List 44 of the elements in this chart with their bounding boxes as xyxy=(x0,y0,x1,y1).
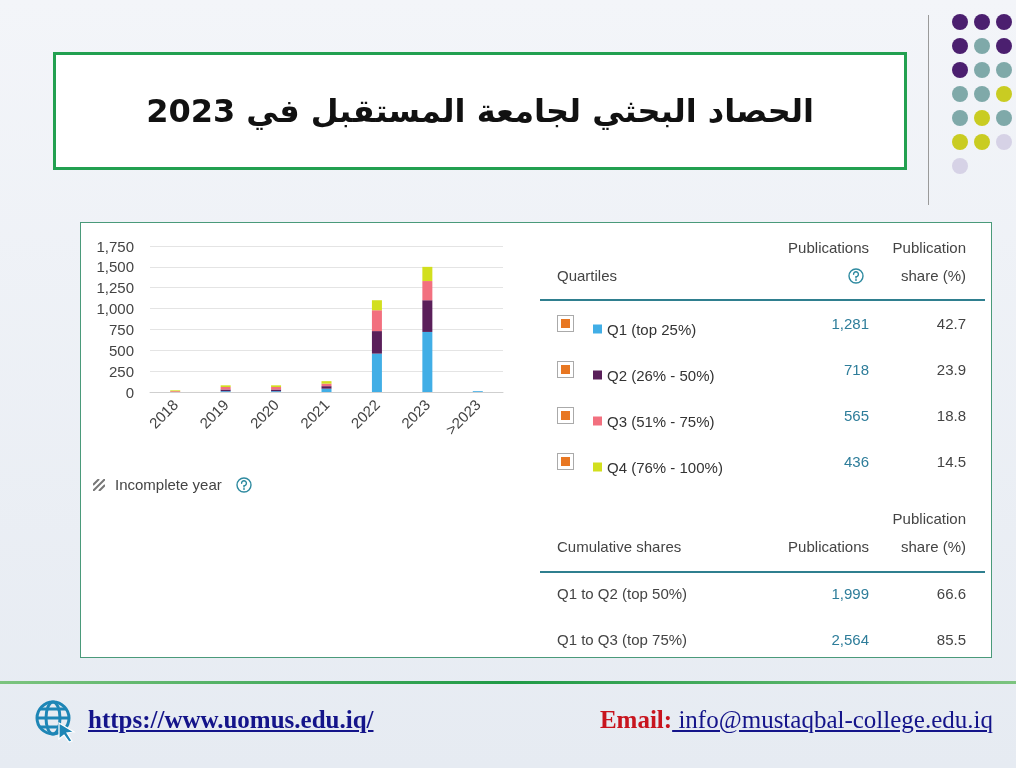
text: 66.6 xyxy=(936,584,966,604)
bar xyxy=(371,353,382,392)
text: 85.5 xyxy=(936,630,966,650)
bar xyxy=(371,331,382,354)
y-tick-label: 1,500 xyxy=(96,258,134,276)
text: Publication share (%) xyxy=(891,509,966,557)
text: 1,281 xyxy=(831,314,869,334)
text: 718 xyxy=(843,360,869,380)
bar xyxy=(422,331,433,392)
text: Email: info@mustaqbal-college.edu.iq xyxy=(599,706,993,733)
y-tick-label: 1,250 xyxy=(96,279,134,297)
text: 2,564 xyxy=(831,630,869,650)
text: 565 xyxy=(843,406,869,426)
text: Quartiles xyxy=(557,266,618,286)
y-tick-label: 1,750 xyxy=(96,237,134,255)
bar xyxy=(371,300,382,311)
chart-title: الحصاد البحثي لجامعة المستقبل في 2023 xyxy=(146,92,814,130)
text: Incomplete year xyxy=(115,475,222,495)
bar xyxy=(422,281,433,301)
legend-label: Q3 (51% - 75%) xyxy=(607,412,715,430)
bar xyxy=(422,300,433,332)
legend-label: Q1 (top 25%) xyxy=(607,320,697,338)
text: 1,999 xyxy=(831,584,869,604)
text: Q1 to Q2 (top 50%) xyxy=(557,584,688,604)
y-tick-label: 750 xyxy=(108,320,134,338)
text: 14.5 xyxy=(936,452,966,472)
text: Q1 to Q3 (top 75%) xyxy=(557,630,688,650)
y-tick-label: 0 xyxy=(125,383,134,401)
text: 23.9 xyxy=(936,360,966,380)
text: Cumulative shares xyxy=(557,537,682,557)
text: 18.8 xyxy=(936,406,966,426)
y-tick-label: 250 xyxy=(108,362,134,380)
text: 42.7 xyxy=(936,314,966,334)
legend-label: Q4 (76% - 100%) xyxy=(607,458,723,476)
legend-label: Q2 (26% - 50%) xyxy=(607,366,715,384)
text: https://www.uomus.edu.iq/ xyxy=(88,705,374,735)
text: Publications xyxy=(788,537,869,557)
text: Publication share (%) xyxy=(891,238,966,286)
y-tick-label: 1,000 xyxy=(96,300,134,318)
bar xyxy=(422,266,433,282)
text: 436 xyxy=(843,452,869,472)
bar xyxy=(371,310,382,332)
y-tick-label: 500 xyxy=(108,341,134,359)
text: Publications xyxy=(788,238,869,258)
